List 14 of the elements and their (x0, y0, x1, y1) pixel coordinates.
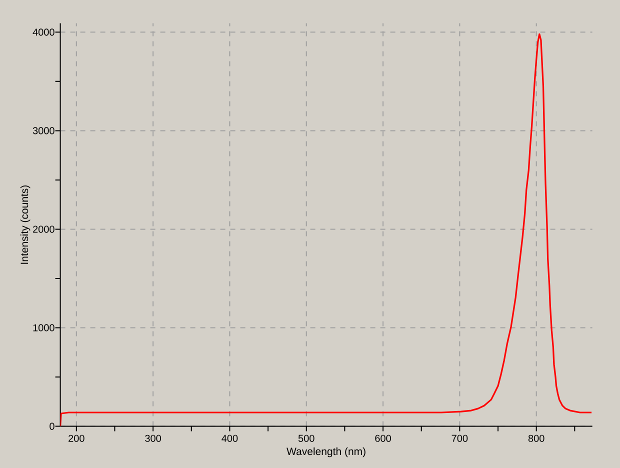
y-tick-label: 0 (50, 422, 54, 430)
x-tick-label: 500 (298, 434, 314, 442)
x-axis-title: Wavelength (nm) (286, 447, 366, 458)
y-tick-label: 3000 (32, 127, 54, 134)
x-tick-label: 800 (528, 434, 544, 442)
y-tick-label: 1000 (33, 324, 54, 332)
y-tick-label: 2000 (33, 226, 54, 233)
x-tick-label: 600 (375, 434, 391, 442)
x-tick-label: 300 (145, 434, 162, 442)
x-tick-label: 200 (68, 434, 84, 442)
x-tick-label: 700 (452, 434, 468, 442)
x-tick-label: 400 (222, 434, 238, 442)
y-axis-title: Intensity (counts) (20, 185, 30, 264)
y-tick-label: 4000 (32, 28, 54, 36)
